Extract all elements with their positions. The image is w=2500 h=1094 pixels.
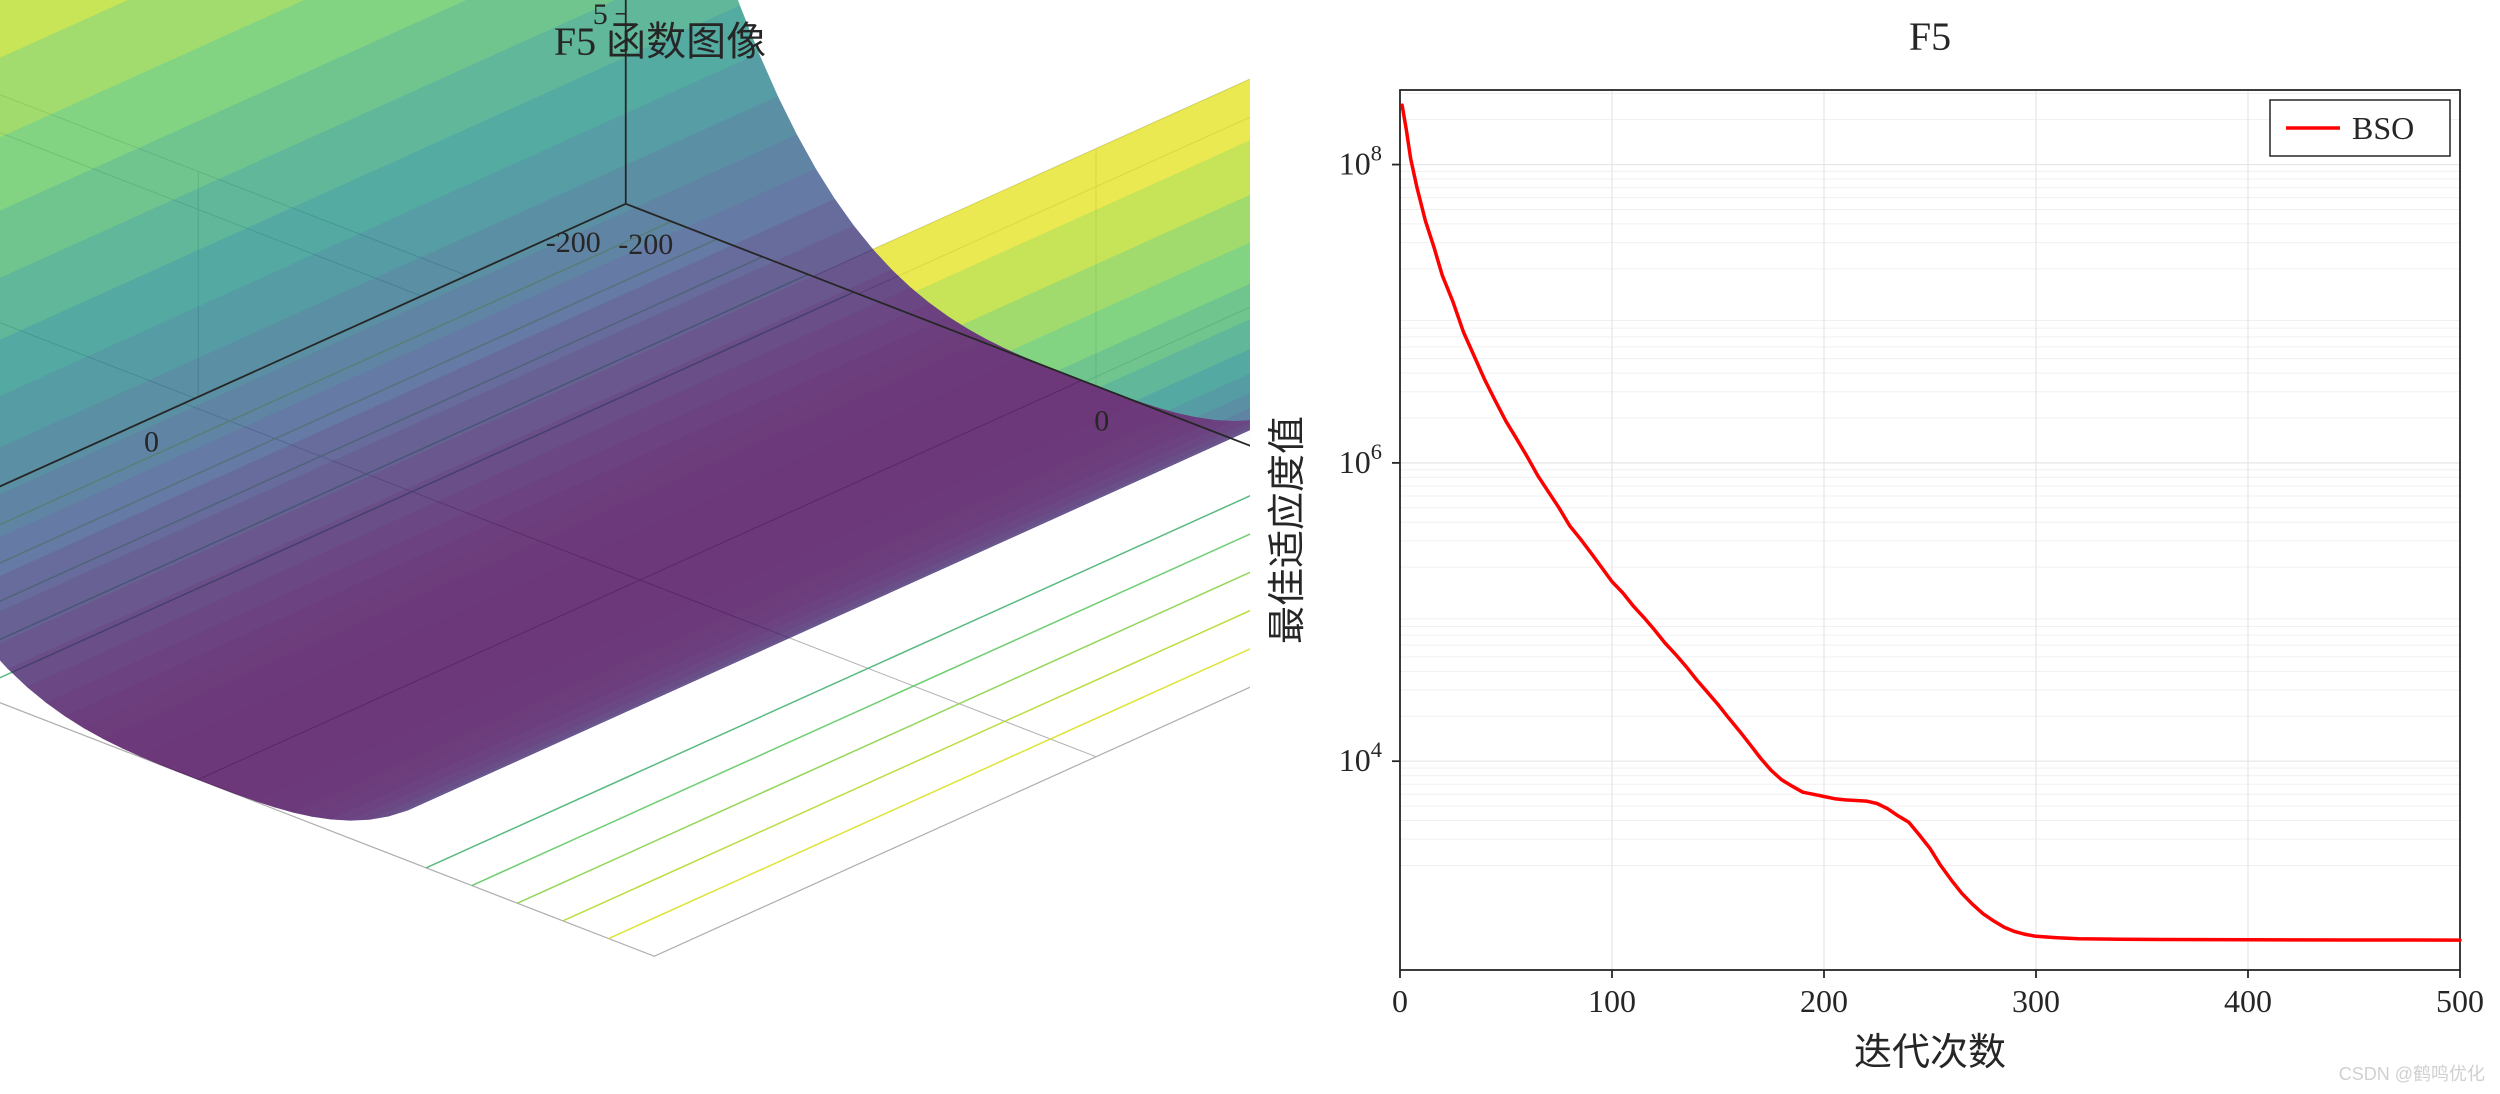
svg-text:0: 0 xyxy=(1094,405,1109,438)
convergence-plot-panel: 104 106 108 0 100 200 300 400 500 F5 迭代次数 最佳适应度值 BSO… xyxy=(1250,0,2500,1094)
surface-plot-panel: -2000200-200020051015×1010x1x2F5( x1 , x… xyxy=(0,0,1250,1094)
svg-text:500: 500 xyxy=(2436,983,2484,1019)
x-axis-label: 迭代次数 xyxy=(1854,1032,2006,1074)
svg-text:300: 300 xyxy=(2012,983,2060,1019)
svg-text:200: 200 xyxy=(1800,983,1848,1019)
legend-label: BSO xyxy=(2352,110,2414,146)
y-axis-label: 最佳适应度值 xyxy=(1267,416,1309,644)
svg-text:400: 400 xyxy=(2224,983,2272,1019)
svg-text:0: 0 xyxy=(1392,983,1408,1019)
chart-title: F5 函数图像 xyxy=(554,19,766,64)
chart-title: F5 xyxy=(1909,14,1951,59)
svg-text:108: 108 xyxy=(1339,141,1382,182)
svg-text:104: 104 xyxy=(1339,737,1382,778)
svg-text:106: 106 xyxy=(1339,439,1382,480)
svg-text:100: 100 xyxy=(1588,983,1636,1019)
watermark-text: CSDN @鹤鸣优化 xyxy=(2339,1060,2485,1086)
legend: BSO xyxy=(2270,100,2450,156)
svg-text:0: 0 xyxy=(144,425,159,458)
svg-text:-200: -200 xyxy=(618,228,673,261)
svg-text:-200: -200 xyxy=(546,226,601,259)
